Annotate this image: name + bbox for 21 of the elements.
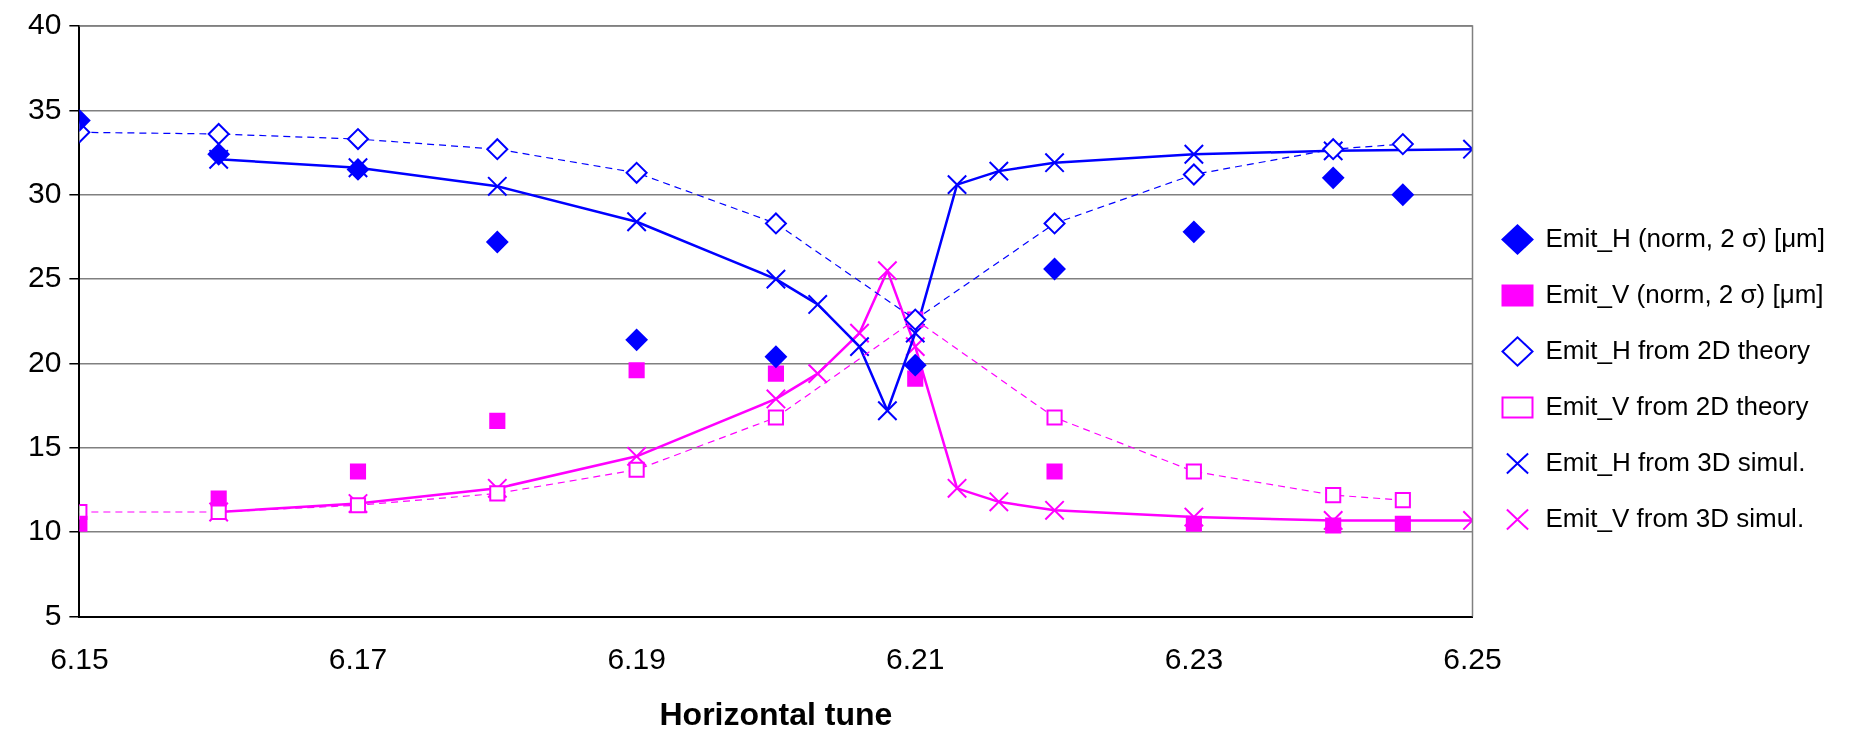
y-tick-label: 40	[27, 7, 62, 41]
x-tick-label: 6.19	[607, 641, 666, 675]
y-tick-label: 35	[27, 91, 62, 125]
legend-label: Emit_H (norm, 2 σ) [μm]	[1545, 222, 1825, 253]
y-tick-label: 25	[27, 260, 62, 294]
x-tick-label: 6.17	[328, 641, 388, 675]
x-tick-label: 6.21	[886, 641, 945, 675]
x-tick-label: 6.15	[50, 641, 109, 675]
y-tick-label: 15	[27, 429, 62, 463]
x-tick-label: 6.23	[1164, 641, 1224, 675]
y-tick-label: 30	[27, 176, 62, 210]
y-tick-label: 5	[44, 597, 62, 631]
y-tick-label: 10	[27, 513, 62, 547]
y-tick-label: 20	[27, 344, 62, 378]
legend-label: Emit_V from 2D theory	[1545, 390, 1809, 421]
legend-label: Emit_V (norm, 2 σ) [μm]	[1545, 278, 1824, 309]
legend-label: Emit_H from 3D simul.	[1545, 446, 1806, 477]
legend-label: Emit_H from 2D theory	[1545, 334, 1810, 365]
x-tick-label: 6.25	[1443, 641, 1502, 675]
legend-label: Emit_V from 3D simul.	[1545, 502, 1805, 533]
x-axis-title: Horizontal tune	[659, 695, 893, 732]
